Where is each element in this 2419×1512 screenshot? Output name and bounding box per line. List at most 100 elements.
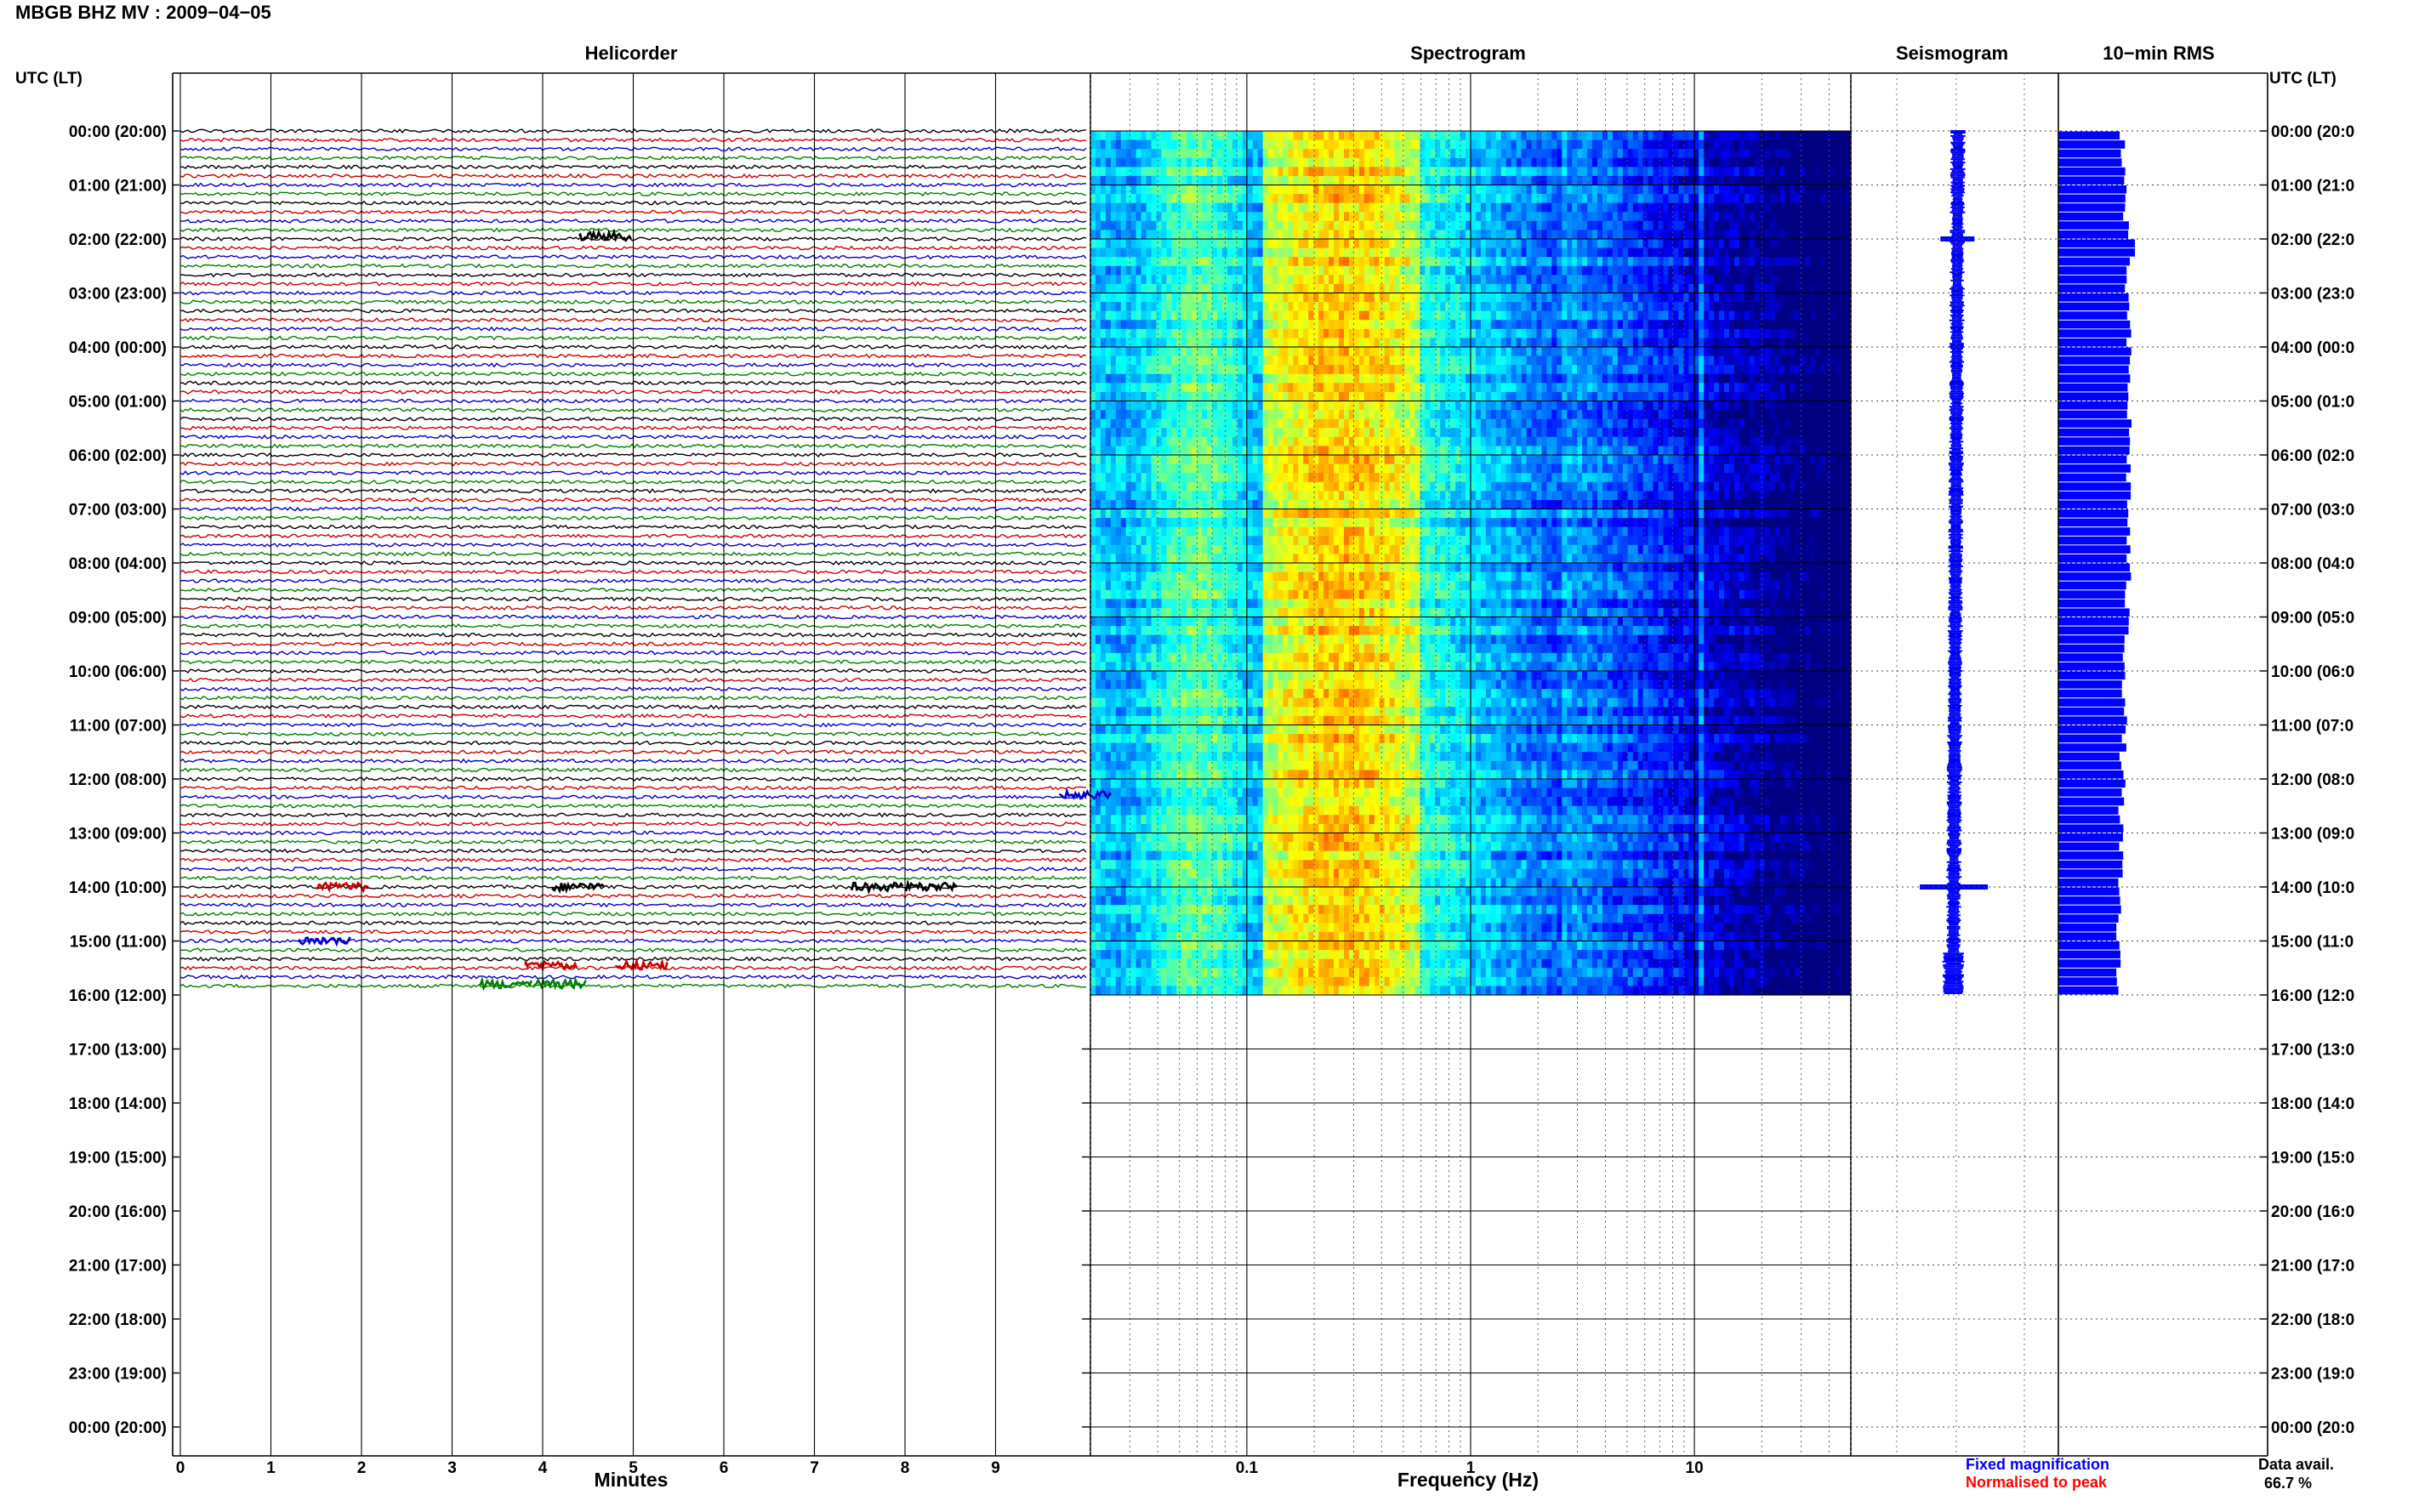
- spectrogram-cell: [1810, 293, 1816, 303]
- spectrogram-cell: [1526, 275, 1533, 285]
- spectrogram-cell: [1627, 265, 1634, 276]
- spectrogram-cell: [1374, 401, 1380, 411]
- spectrogram-cell: [1744, 275, 1750, 285]
- spectrogram-cell: [1495, 220, 1502, 231]
- spectrogram-cell: [1227, 194, 1233, 204]
- spectrogram-cell: [1212, 283, 1218, 294]
- spectrogram-cell: [1490, 257, 1497, 267]
- spectrogram-cell: [1658, 194, 1665, 204]
- spectrogram-cell: [1551, 418, 1557, 429]
- spectrogram-cell: [1329, 239, 1335, 249]
- spectrogram-cell: [1100, 185, 1107, 195]
- spectrogram-cell: [1283, 410, 1289, 420]
- spectrogram-cell: [1536, 391, 1543, 402]
- spectrogram-cell: [1475, 373, 1482, 384]
- spectrogram-cell: [1445, 338, 1451, 348]
- spectrogram-cell: [1435, 202, 1441, 213]
- spectrogram-cell: [1192, 365, 1198, 375]
- spectrogram-cell: [1830, 149, 1836, 159]
- spectrogram-cell: [1805, 383, 1811, 393]
- spectrogram-cell: [1212, 310, 1218, 321]
- spectrogram-cell: [1217, 131, 1223, 141]
- spectrogram-cell: [1658, 167, 1665, 177]
- spectrogram-cell: [1841, 320, 1847, 330]
- spectrogram-cell: [1505, 202, 1512, 213]
- spectrogram-cell: [1379, 383, 1386, 393]
- spectrogram-cell: [1642, 157, 1649, 168]
- spectrogram-cell: [1207, 257, 1213, 267]
- spectrogram-cell: [1384, 175, 1391, 186]
- spectrogram-cell: [1267, 365, 1274, 375]
- spectrogram-cell: [1557, 410, 1562, 420]
- spectrogram-cell: [1521, 194, 1528, 204]
- spectrogram-cell: [1754, 265, 1761, 276]
- spectrogram-cell: [1597, 265, 1603, 276]
- spectrogram-cell: [1485, 310, 1492, 321]
- spectrogram-cell: [1187, 302, 1192, 312]
- spectrogram-cell: [1323, 275, 1329, 285]
- spectrogram-cell: [1648, 401, 1654, 411]
- spectrogram-cell: [1318, 338, 1324, 348]
- spectrogram-cell: [1769, 239, 1776, 249]
- spectrogram-cell: [1800, 410, 1806, 420]
- spectrogram-cell: [1379, 310, 1386, 321]
- spectrogram-cell: [1683, 410, 1689, 420]
- spectrogram-cell: [1394, 157, 1401, 168]
- spectrogram-cell: [1724, 373, 1730, 384]
- spectrogram-cell: [1597, 328, 1603, 339]
- spectrogram-cell: [1156, 265, 1163, 276]
- spectrogram-cell: [1404, 131, 1411, 141]
- spectrogram-cell: [1293, 418, 1299, 429]
- spectrogram-cell: [1739, 239, 1745, 249]
- spectrogram-cell: [1278, 131, 1284, 141]
- spectrogram-cell: [1846, 139, 1852, 150]
- spectrogram-cell: [1673, 157, 1679, 168]
- spectrogram-cell: [1820, 202, 1826, 213]
- spectrogram-cell: [1237, 320, 1244, 330]
- spectrogram-cell: [1714, 302, 1720, 312]
- spectrogram-cell: [1612, 320, 1619, 330]
- spectrogram-cell: [1709, 391, 1715, 402]
- spectrogram-cell: [1551, 239, 1557, 249]
- spectrogram-cell: [1719, 310, 1725, 321]
- spectrogram-cell: [1288, 157, 1294, 168]
- spectrogram-cell: [1658, 365, 1665, 375]
- spectrogram-cell: [1500, 275, 1507, 285]
- spectrogram-cell: [1217, 383, 1223, 393]
- spectrogram-cell: [1800, 275, 1806, 285]
- spectrogram-cell: [1358, 283, 1365, 294]
- spectrogram-cell: [1120, 212, 1127, 222]
- spectrogram-cell: [1120, 293, 1127, 303]
- spectrogram-cell: [1637, 139, 1644, 150]
- spectrogram-cell: [1125, 239, 1132, 249]
- spectrogram-cell: [1709, 212, 1715, 222]
- spectrogram-cell: [1557, 310, 1562, 321]
- spectrogram-cell: [1344, 373, 1350, 384]
- spectrogram-cell: [1460, 391, 1466, 402]
- spectrogram-cell: [1151, 247, 1158, 258]
- spectrogram-cell: [1836, 283, 1841, 294]
- spectrogram-cell: [1779, 302, 1786, 312]
- spectrogram-cell: [1379, 401, 1386, 411]
- spectrogram-cell: [1733, 230, 1740, 240]
- spectrogram-cell: [1435, 383, 1441, 393]
- spectrogram-cell: [1171, 220, 1177, 231]
- spectrogram-cell: [1100, 239, 1107, 249]
- spectrogram-cell: [1308, 275, 1314, 285]
- spectrogram-cell: [1637, 247, 1644, 258]
- spectrogram-cell: [1704, 275, 1710, 285]
- spectrogram-cell: [1536, 293, 1543, 303]
- spectrogram-cell: [1227, 347, 1233, 357]
- spectrogram-cell: [1166, 157, 1172, 168]
- spectrogram-cell: [1815, 328, 1821, 339]
- spectrogram-cell: [1090, 139, 1096, 150]
- spectrogram-cell: [1353, 320, 1360, 330]
- spectrogram-cell: [1704, 212, 1710, 222]
- spectrogram-cell: [1141, 175, 1147, 186]
- spectrogram-cell: [1505, 149, 1512, 159]
- spectrogram-cell: [1795, 247, 1801, 258]
- spectrogram-cell: [1303, 175, 1309, 186]
- spectrogram-cell: [1607, 149, 1614, 159]
- spectrogram-cell: [1637, 391, 1644, 402]
- spectrogram-cell: [1283, 149, 1289, 159]
